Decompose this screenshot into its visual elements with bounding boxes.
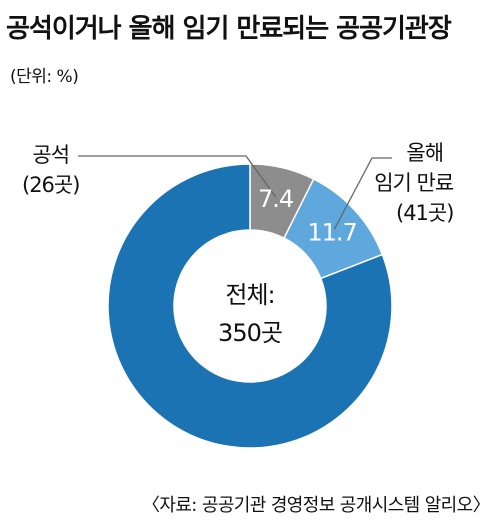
value-label-2: 11.7 (307, 218, 356, 246)
callout-expiring: 올해 임기 만료 (41곳) (374, 138, 454, 228)
callout-expiring-line3: (41곳) (396, 201, 454, 225)
chart-title: 공석이거나 올해 임기 만료되는 공공기관장 (6, 14, 452, 44)
center-label-line2: 350곳 (218, 319, 283, 347)
leader-line-expiring (333, 157, 392, 230)
callout-vacant-line2: (26곳) (22, 173, 80, 197)
callout-vacant-line1: 공석 (32, 143, 70, 167)
donut-slice-3 (107, 163, 393, 449)
value-label-1: 7.4 (258, 185, 293, 213)
donut-center-label: 전체: 350곳 (195, 276, 305, 352)
callout-expiring-line2: 임기 만료 (374, 171, 454, 195)
source-note: 〈자료: 공공기관 경영정보 공개시스템 알리오〉 (141, 495, 491, 516)
unit-label: (단위: %) (10, 67, 79, 87)
leader-line-vacant (78, 155, 277, 198)
callout-vacant: 공석 (26곳) (22, 140, 80, 200)
callout-expiring-line1: 올해 (406, 141, 444, 165)
center-label-line1: 전체: (225, 281, 275, 309)
